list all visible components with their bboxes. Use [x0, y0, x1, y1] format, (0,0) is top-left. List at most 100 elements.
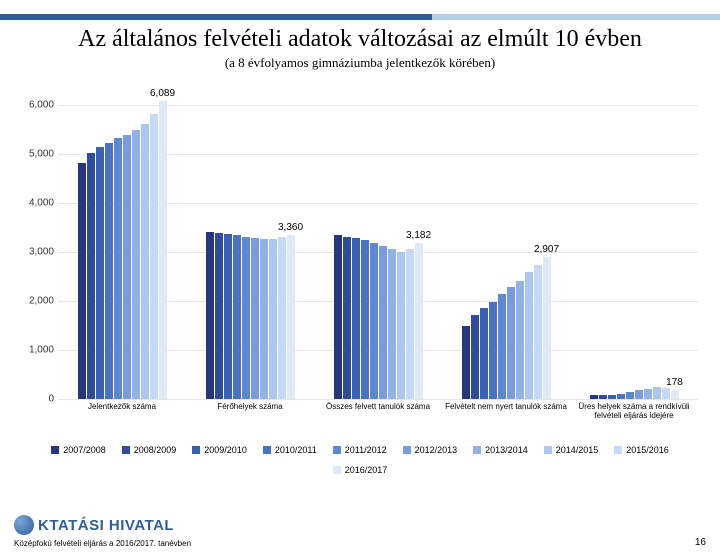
bar: [269, 239, 277, 399]
bar: [215, 233, 223, 399]
bar: [224, 234, 232, 399]
bar: [516, 281, 524, 399]
page-title: Az általános felvételi adatok változásai…: [0, 24, 720, 53]
bar: [352, 238, 360, 399]
bar: [242, 237, 250, 399]
bar-group: Férőhelyek száma: [186, 81, 314, 399]
y-tick-label: 1,000: [18, 345, 54, 356]
y-tick-label: 0: [18, 394, 54, 405]
value-label: 3,182: [406, 230, 431, 241]
bar: [543, 257, 551, 399]
bar: [534, 265, 542, 399]
bar: [150, 114, 158, 399]
legend-item: 2015/2016: [614, 445, 669, 455]
category-label: Felvételt nem nyert tanulók száma: [442, 399, 570, 411]
y-tick-label: 6,000: [18, 100, 54, 111]
bar: [635, 390, 643, 399]
y-tick-label: 5,000: [18, 149, 54, 160]
logo-icon: [14, 515, 34, 535]
bar-group: Jelentkezők száma: [58, 81, 186, 399]
bar: [260, 239, 268, 399]
bar: [159, 101, 167, 399]
bar: [525, 272, 533, 399]
legend-swatch: [122, 446, 130, 454]
bar: [671, 390, 679, 399]
bar-chart: 0 1,000 2,000 3,000 4,000 5,000 6,000 Jelentkez…: [18, 77, 702, 417]
bar-groups: Jelentkezők számaFérőhelyek számaÖsszes …: [58, 81, 698, 399]
legend-label: 2016/2017: [345, 465, 388, 475]
bar: [141, 124, 149, 399]
legend-swatch: [473, 446, 481, 454]
bar: [415, 243, 423, 399]
bar-group: Üres helyek száma a rendkívüli felvételi…: [570, 81, 698, 399]
footer: KTATÁSI HIVATAL Középfokú felvételi eljá…: [0, 515, 720, 548]
bar: [251, 238, 259, 399]
legend-label: 2015/2016: [626, 445, 669, 455]
bar: [87, 153, 95, 399]
legend-item: 2014/2015: [544, 445, 599, 455]
y-tick-label: 2,000: [18, 296, 54, 307]
bar: [498, 294, 506, 399]
legend-swatch: [614, 446, 622, 454]
legend-label: 2008/2009: [134, 445, 177, 455]
legend-label: 2013/2014: [485, 445, 528, 455]
bar: [105, 143, 113, 399]
bar: [471, 315, 479, 399]
legend-item: 2007/2008: [51, 445, 106, 455]
legend-swatch: [403, 446, 411, 454]
legend-item: 2009/2010: [192, 445, 247, 455]
bar: [78, 163, 86, 399]
bar: [480, 308, 488, 399]
bar: [379, 246, 387, 399]
legend-label: 2012/2013: [415, 445, 458, 455]
legend-swatch: [333, 466, 341, 474]
bar: [233, 235, 241, 399]
bar: [287, 235, 295, 399]
category-label: Férőhelyek száma: [186, 399, 314, 411]
bar: [653, 387, 661, 399]
legend-label: 2011/2012: [345, 445, 387, 455]
bar: [626, 392, 634, 399]
bar: [406, 249, 414, 399]
y-tick-label: 3,000: [18, 247, 54, 258]
bar: [334, 235, 342, 399]
legend-label: 2010/2011: [275, 445, 317, 455]
value-label: 6,089: [150, 88, 175, 99]
legend-label: 2014/2015: [556, 445, 599, 455]
bar: [206, 232, 214, 399]
bar: [489, 302, 497, 400]
legend-item: 2012/2013: [403, 445, 458, 455]
bar: [132, 130, 140, 399]
page-number: 16: [695, 537, 706, 548]
y-tick-label: 4,000: [18, 198, 54, 209]
legend: 2007/2008 2008/2009 2009/2010 2010/2011 2011…: [18, 445, 702, 475]
legend-label: 2009/2010: [204, 445, 247, 455]
legend-label: 2007/2008: [63, 445, 106, 455]
logo: KTATÁSI HIVATAL: [14, 515, 191, 535]
logo-text: KTATÁSI HIVATAL: [38, 517, 174, 534]
bar: [370, 243, 378, 399]
bar: [361, 240, 369, 399]
bar: [388, 249, 396, 399]
category-label: Összes felvett tanulók száma: [314, 399, 442, 411]
header-stripe: [0, 14, 720, 20]
bar: [644, 389, 652, 399]
bar: [123, 135, 131, 399]
legend-swatch: [333, 446, 341, 454]
legend-item: 2010/2011: [263, 445, 317, 455]
value-label: 3,360: [278, 222, 303, 233]
category-label: Üres helyek száma a rendkívüli felvételi…: [570, 399, 698, 420]
bar: [662, 388, 670, 399]
value-label: 178: [666, 377, 683, 388]
footer-text: Középfokú felvételi eljárás a 2016/2017.…: [14, 539, 191, 548]
legend-item: 2013/2014: [473, 445, 528, 455]
bar: [343, 237, 351, 399]
bar: [114, 138, 122, 399]
bar-group: Felvételt nem nyert tanulók száma: [442, 81, 570, 399]
category-label: Jelentkezők száma: [58, 399, 186, 411]
legend-item: 2008/2009: [122, 445, 177, 455]
legend-swatch: [263, 446, 271, 454]
bar: [462, 326, 470, 399]
legend-item: 2011/2012: [333, 445, 387, 455]
bar: [507, 287, 515, 399]
